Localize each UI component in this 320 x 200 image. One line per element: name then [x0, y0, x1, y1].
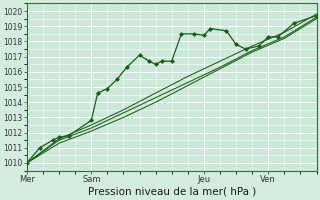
X-axis label: Pression niveau de la mer( hPa ): Pression niveau de la mer( hPa ): [88, 187, 256, 197]
